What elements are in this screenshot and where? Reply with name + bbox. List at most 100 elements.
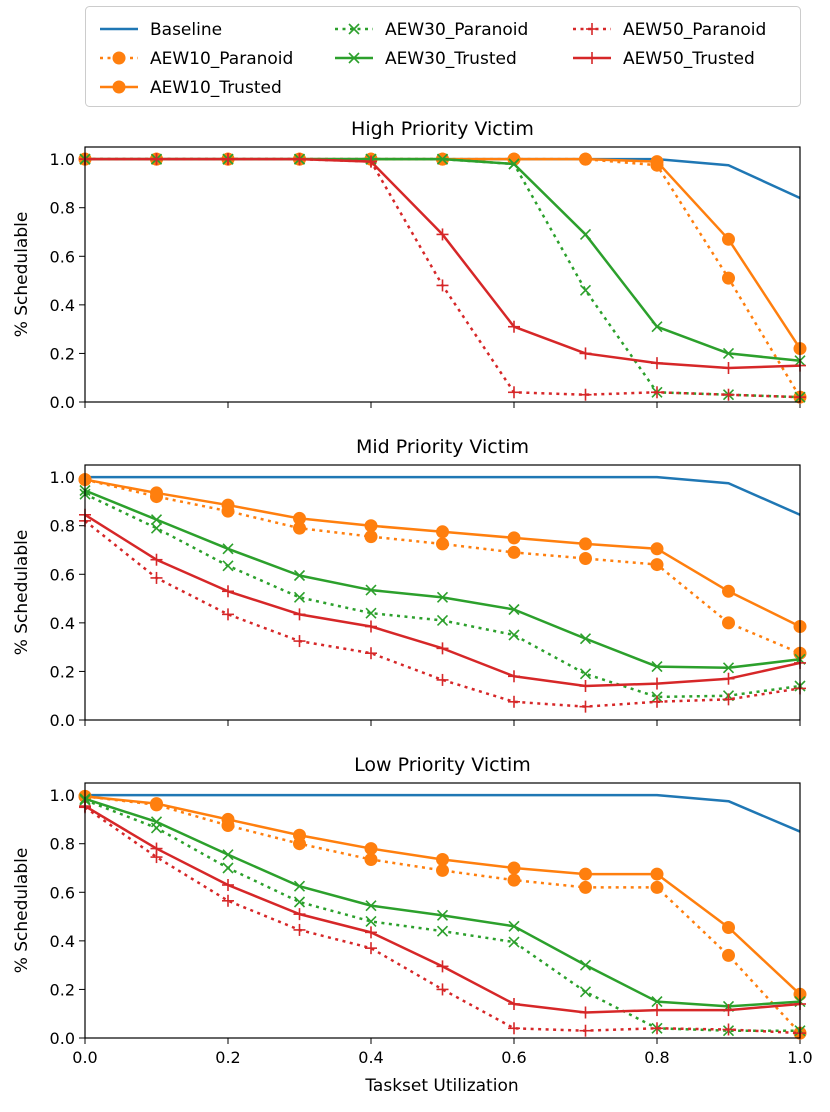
y-tick-label: 0.8 (50, 835, 75, 854)
data-point-aew50-trusted (651, 677, 663, 690)
data-point-aew50-trusted (293, 908, 306, 921)
series-line-aew50-paranoid (84, 519, 801, 708)
data-point-aew10-trusted (650, 867, 664, 881)
data-point-aew50-trusted (365, 155, 377, 168)
legend-marker (112, 51, 126, 65)
legend-label: AEW30_Trusted (385, 49, 517, 69)
legend-entry-aew10-trusted: AEW10_Trusted (100, 78, 282, 98)
y-axis-label: % Schedulable (12, 212, 32, 338)
y-tick-label: 1.0 (50, 468, 75, 487)
data-point-aew30-paranoid (222, 862, 234, 874)
panel-title: High Priority Victim (351, 118, 534, 140)
data-point-aew50-trusted (722, 672, 735, 685)
data-point-aew50-trusted (365, 926, 377, 939)
legend-marker (112, 80, 126, 94)
data-point-aew50-trusted (508, 670, 520, 683)
series-line-aew30-paranoid (85, 157, 801, 399)
data-point-aew10-paranoid (364, 530, 378, 544)
data-point-aew30-trusted (722, 662, 735, 674)
data-point-aew50-trusted (150, 153, 163, 166)
data-point-aew50-trusted (436, 228, 449, 241)
data-point-aew50-trusted (722, 1004, 735, 1017)
series-line-aew30-trusted (84, 797, 801, 1008)
data-point-aew50-trusted (508, 998, 520, 1010)
data-point-aew30-paranoid (579, 986, 592, 998)
y-tick-label: 0.4 (50, 614, 75, 633)
plot-frame (84, 464, 801, 721)
y-tick-label: 0.6 (50, 247, 75, 266)
y-tick-label: 0.0 (50, 711, 75, 730)
legend-label: AEW50_Paranoid (623, 20, 766, 40)
data-point-aew10-trusted (650, 155, 664, 169)
legend-label: Baseline (150, 20, 222, 40)
data-point-aew50-paranoid (722, 388, 735, 401)
series-line-aew30-trusted (84, 489, 801, 670)
data-point-aew50-trusted (222, 879, 234, 891)
legend-label: AEW10_Trusted (150, 78, 282, 98)
data-point-aew10-paranoid (579, 552, 592, 565)
series-line-aew50-paranoid (85, 157, 801, 399)
data-point-aew10-trusted (579, 867, 592, 881)
data-point-aew10-paranoid (436, 863, 449, 877)
data-point-aew10-paranoid (722, 616, 735, 630)
x-tick-label: 0.4 (358, 1048, 383, 1067)
series-line-aew10-trusted (85, 157, 802, 350)
data-point-aew30-trusted (579, 959, 592, 971)
data-point-aew30-trusted (150, 816, 163, 828)
data-point-aew50-trusted (436, 960, 449, 973)
data-point-aew30-trusted (150, 514, 163, 526)
data-point-aew10-trusted (722, 584, 735, 598)
panel-title: Low Priority Victim (354, 754, 531, 776)
data-point-aew50-trusted (651, 357, 663, 370)
data-point-aew30-paranoid (293, 896, 306, 908)
data-point-aew30-trusted (651, 321, 663, 333)
data-point-aew50-trusted (651, 1004, 663, 1017)
plot-frame (84, 146, 801, 403)
y-axis-label: % Schedulable (12, 530, 32, 656)
data-point-aew50-paranoid (651, 695, 663, 708)
data-point-aew10-trusted (293, 511, 306, 525)
data-point-aew30-trusted (222, 543, 234, 555)
data-point-aew50-trusted (150, 553, 163, 566)
legend-entry-aew50-paranoid: AEW50_Paranoid (573, 20, 766, 40)
data-point-aew30-paranoid (579, 284, 592, 296)
data-point-aew50-trusted (579, 680, 592, 692)
data-point-aew10-trusted (364, 842, 378, 856)
data-point-aew50-trusted (222, 153, 234, 166)
data-point-aew30-trusted (436, 591, 449, 603)
series-line-aew10-paranoid (84, 795, 801, 1034)
y-tick-label: 0.2 (50, 980, 75, 999)
x-tick-label: 0.0 (72, 1048, 97, 1067)
data-point-aew50-trusted (579, 1006, 592, 1019)
data-point-aew50-paranoid (508, 1022, 520, 1035)
data-point-aew50-paranoid (579, 388, 592, 401)
data-point-aew10-trusted (221, 498, 235, 512)
series-line-aew30-trusted (85, 157, 801, 362)
series-line-aew10-trusted (84, 478, 801, 628)
legend-entry-aew10-paranoid: AEW10_Paranoid (100, 49, 293, 69)
y-tick-label: 0.0 (50, 393, 75, 412)
data-point-aew30-trusted (579, 633, 592, 645)
data-point-aew10-trusted (293, 828, 306, 842)
data-point-aew30-paranoid (508, 936, 520, 948)
data-point-aew50-paranoid (579, 700, 592, 713)
legend-entry-aew50-trusted: AEW50_Trusted (573, 49, 755, 69)
data-point-aew30-trusted (651, 661, 663, 673)
panel-mid-priority-victim: Mid Priority Victim % Schedulable 0.0 0.2 0.… (12, 436, 807, 730)
data-point-aew50-paranoid (222, 608, 234, 621)
data-point-aew50-paranoid (579, 1024, 592, 1037)
data-point-aew10-trusted (150, 486, 163, 500)
data-point-aew50-paranoid (508, 695, 520, 708)
data-point-aew10-trusted (364, 519, 378, 533)
legend: Baseline AEW10_Paranoid AEW10_Trusted AEW30… (85, 6, 801, 107)
data-point-aew10-trusted (436, 853, 449, 866)
data-point-aew50-paranoid (722, 693, 735, 706)
data-point-aew30-trusted (508, 920, 520, 932)
data-point-aew50-paranoid (150, 571, 163, 584)
data-point-aew50-paranoid (651, 1022, 663, 1035)
data-point-aew50-paranoid (222, 894, 234, 907)
data-point-aew30-paranoid (508, 629, 520, 641)
data-point-aew10-trusted (507, 531, 521, 545)
series-group (78, 152, 807, 404)
